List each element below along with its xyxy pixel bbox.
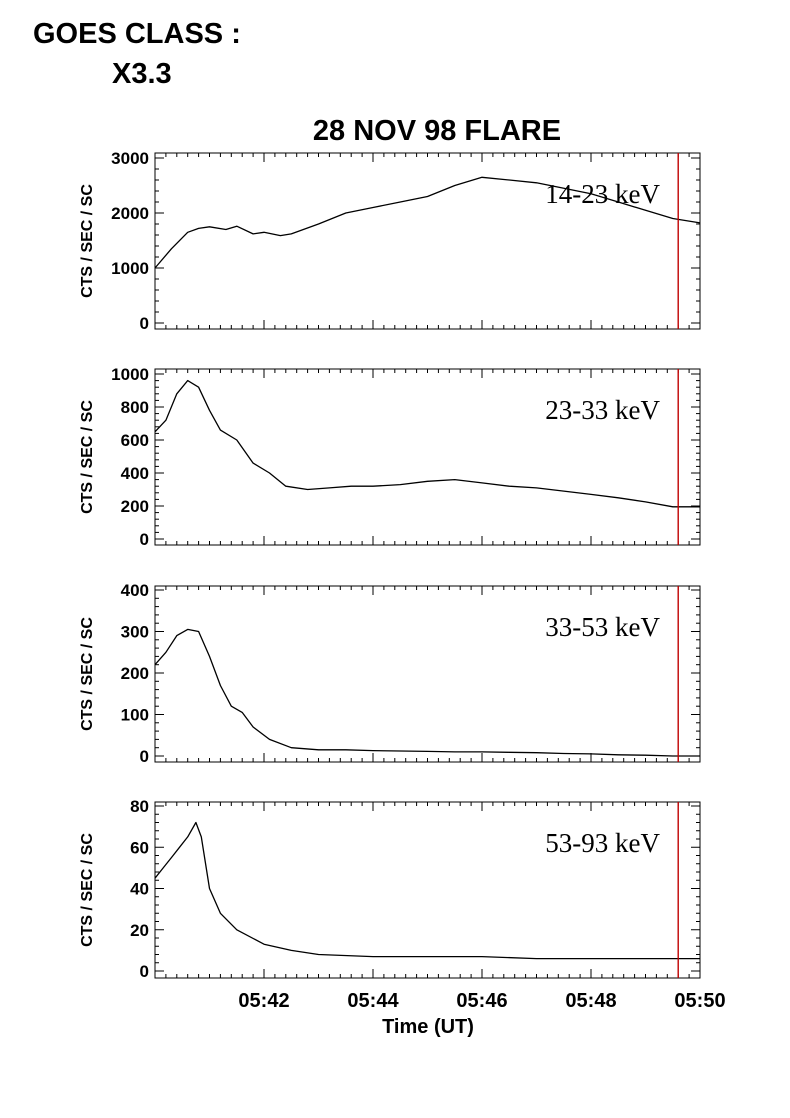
x-tick-label: 05:42: [238, 990, 289, 1012]
y-axis-label: CTS / SEC / SC: [79, 400, 96, 514]
y-tick-label: 2000: [111, 204, 149, 223]
y-tick-label: 400: [121, 464, 149, 483]
y-tick-label: 60: [130, 838, 149, 857]
x-axis-label: Time (UT): [382, 1016, 474, 1038]
y-tick-label: 300: [121, 623, 149, 642]
y-tick-label: 100: [121, 706, 149, 725]
goes-class-label: GOES CLASS :: [33, 18, 241, 50]
y-axis-label: CTS / SEC / SC: [79, 617, 96, 731]
x-tick-label: 05:46: [456, 990, 507, 1012]
y-tick-label: 200: [121, 497, 149, 516]
y-tick-label: 0: [140, 962, 149, 981]
y-tick-label: 400: [121, 581, 149, 600]
series-line: [154, 628, 700, 757]
y-tick-label: 200: [121, 664, 149, 683]
panel-2: 0 200 400 600 800 1000 CTS / SEC / SC 23-33 keV: [79, 365, 701, 549]
y-tick-label: 1000: [111, 259, 149, 278]
y-tick-label: 1000: [111, 365, 149, 384]
y-tick-label: 0: [140, 747, 149, 766]
y-tick-label: 80: [130, 797, 149, 816]
series-line: [154, 176, 701, 269]
y-tick-label: 800: [121, 398, 149, 417]
y-tick-label: 20: [130, 921, 149, 940]
series-line: [154, 379, 700, 508]
x-tick-labels: 05:42 05:44 05:46 05:48 05:50: [238, 990, 725, 1012]
goes-class-value: X3.3: [112, 58, 172, 90]
x-tick-label: 05:44: [347, 990, 399, 1012]
x-tick-label: 05:50: [674, 990, 725, 1012]
y-tick-label: 0: [140, 314, 149, 333]
y-axis-label: CTS / SEC / SC: [79, 184, 96, 298]
panel-3: 0 100 200 300 400 CTS / SEC / SC 33-53 keV: [79, 581, 701, 766]
y-axis-label: CTS / SEC / SC: [79, 833, 96, 947]
y-tick-label: 600: [121, 431, 149, 450]
energy-band-label: 33-53 keV: [545, 612, 660, 642]
chart-title: 28 NOV 98 FLARE: [313, 115, 561, 147]
x-tick-label: 05:48: [565, 990, 616, 1012]
energy-band-label: 53-93 keV: [545, 828, 660, 858]
energy-band-label: 14-23 keV: [545, 179, 660, 209]
y-tick-label: 40: [130, 880, 149, 899]
series-line: [154, 821, 700, 960]
panel-1: 0 1000 2000 3000 CTS / SEC / SC 14-23 keV: [79, 149, 701, 333]
panel-4: 0 20 40 60 80 CTS / SEC / SC 53-93 keV: [79, 797, 701, 981]
y-tick-label: 3000: [111, 149, 149, 168]
energy-band-label: 23-33 keV: [545, 395, 660, 425]
y-tick-label: 0: [140, 530, 149, 549]
